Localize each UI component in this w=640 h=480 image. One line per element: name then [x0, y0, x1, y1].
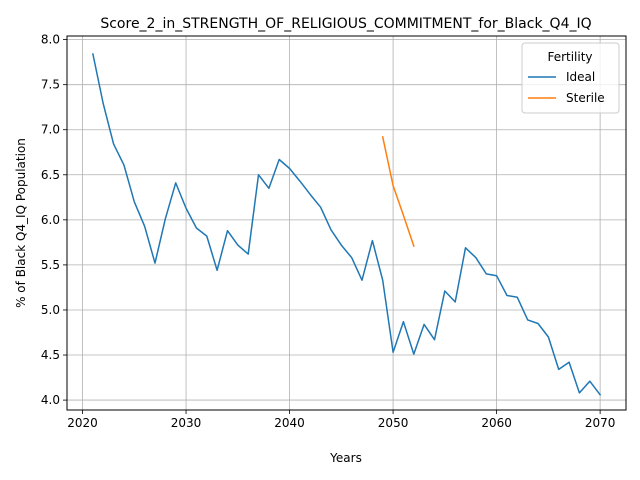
y-tick-label: 5.5 [41, 258, 60, 272]
series-line-ideal [92, 53, 602, 396]
y-tick-label: 8.0 [41, 33, 60, 47]
y-tick-label: 5.0 [41, 303, 60, 317]
y-tick-label: 6.5 [41, 168, 60, 182]
x-tick-label: 2070 [585, 416, 616, 430]
y-axis-label: % of Black Q4_IQ Population [14, 138, 28, 308]
plot-area-frame [66, 35, 627, 411]
y-tick-label: 6.0 [41, 213, 60, 227]
legend-label-ideal: Ideal [566, 70, 595, 84]
legend-title: Fertility [547, 50, 592, 64]
series-lines [92, 53, 602, 396]
legend: Fertility Ideal Sterile [521, 42, 620, 114]
axis-ticks: 2020 2030 2040 2050 2060 2070 4.0 4.5 5.0 5.5 6.0 6… [41, 33, 615, 430]
x-tick-label: 2040 [274, 416, 305, 430]
y-tick-label: 7.5 [41, 78, 60, 92]
chart-title: Score_2_in_STRENGTH_OF_RELIGIOUS_COMMITM… [100, 16, 591, 32]
legend-label-sterile: Sterile [566, 91, 605, 105]
y-tick-label: 4.5 [41, 348, 60, 362]
series-line-sterile [381, 136, 415, 247]
legend-box [521, 42, 620, 114]
y-tick-label: 4.0 [41, 393, 60, 407]
y-tick-label: 7.0 [41, 123, 60, 137]
grid [67, 36, 626, 410]
x-tick-label: 2050 [378, 416, 409, 430]
x-axis-label: Years [329, 451, 362, 465]
x-tick-label: 2060 [481, 416, 512, 430]
x-tick-label: 2020 [67, 416, 98, 430]
x-tick-label: 2030 [171, 416, 202, 430]
